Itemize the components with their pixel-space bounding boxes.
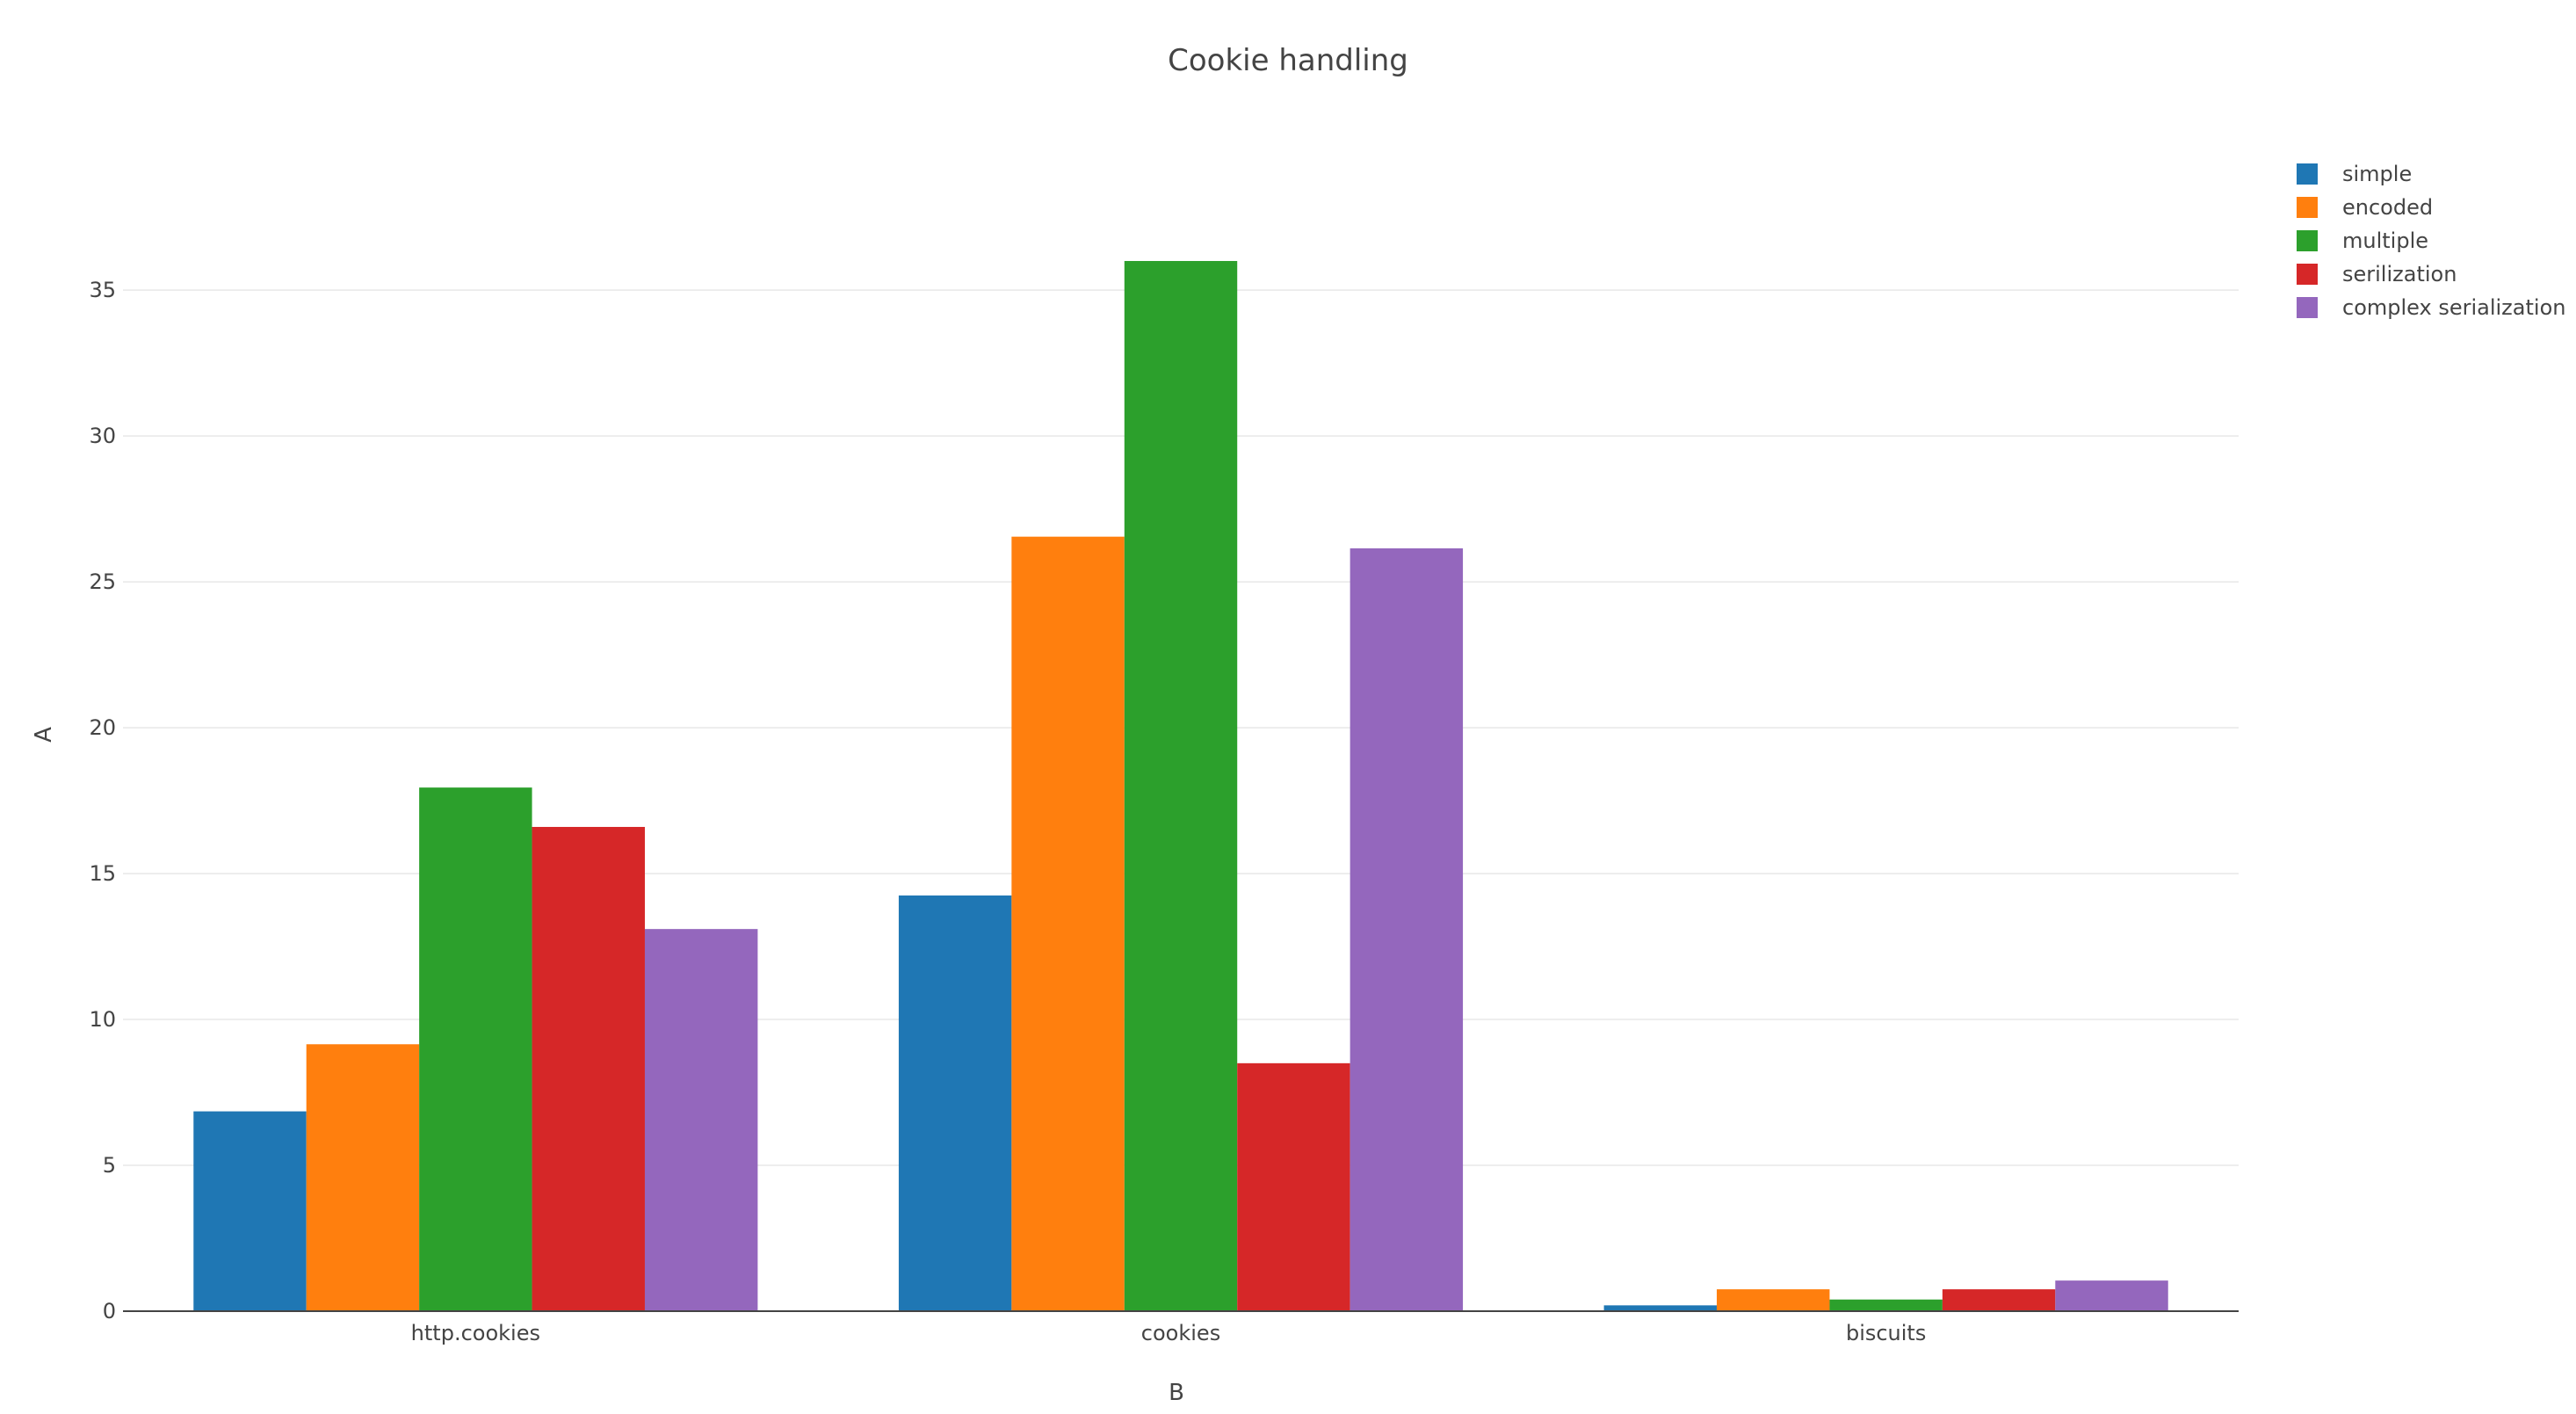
legend-item-encoded[interactable]: encoded — [2297, 195, 2433, 220]
y-axis-ticks: 0 5 10 15 20 25 30 35 — [89, 278, 116, 1323]
y-tick-label: 35 — [89, 278, 116, 302]
bar-multiple-cookies[interactable] — [1124, 260, 1238, 1311]
bar-complex-serialization-cookies[interactable] — [1350, 547, 1464, 1311]
y-tick-label: 0 — [103, 1299, 116, 1323]
bar-complex-serialization-biscuits[interactable] — [2055, 1280, 2168, 1311]
legend-item-serilization[interactable]: serilization — [2297, 262, 2457, 286]
legend-swatch — [2297, 163, 2318, 185]
bar-serilization-http-cookies[interactable] — [532, 826, 645, 1311]
legend-label: multiple — [2342, 228, 2428, 253]
x-tick-label: http.cookies — [411, 1321, 540, 1345]
y-tick-label: 30 — [89, 424, 116, 448]
legend-swatch — [2297, 264, 2318, 285]
x-tick-label: biscuits — [1846, 1321, 1926, 1345]
bar-multiple-http-cookies[interactable] — [419, 787, 532, 1311]
x-tick-label: cookies — [1141, 1321, 1220, 1345]
legend-swatch — [2297, 197, 2318, 218]
legend-swatch — [2297, 297, 2318, 318]
legend-item-simple[interactable]: simple — [2297, 162, 2412, 186]
y-tick-label: 10 — [89, 1007, 116, 1032]
bar-complex-serialization-http-cookies[interactable] — [644, 929, 758, 1311]
y-tick-label: 20 — [89, 715, 116, 740]
x-axis-title: B — [1169, 1380, 1184, 1406]
chart-title: Cookie handling — [1168, 43, 1408, 78]
legend-swatch — [2297, 230, 2318, 251]
legend-label: encoded — [2342, 195, 2433, 220]
bar-simple-http-cookies[interactable] — [193, 1111, 307, 1311]
bar-serilization-biscuits[interactable] — [1942, 1289, 2056, 1311]
bar-encoded-http-cookies[interactable] — [306, 1044, 420, 1311]
legend[interactable]: simple encoded multiple serilization complex… — [2297, 162, 2565, 320]
legend-label: complex serialization — [2342, 295, 2565, 320]
legend-label: simple — [2342, 162, 2412, 186]
y-tick-label: 5 — [103, 1153, 116, 1178]
legend-item-multiple[interactable]: multiple — [2297, 228, 2428, 253]
bar-multiple-biscuits[interactable] — [1829, 1299, 1943, 1311]
bar-encoded-cookies[interactable] — [1011, 536, 1125, 1311]
bar-serilization-cookies[interactable] — [1237, 1062, 1350, 1311]
bars — [193, 260, 2168, 1311]
y-tick-label: 25 — [89, 569, 116, 594]
legend-item-complex-serialization[interactable]: complex serialization — [2297, 295, 2565, 320]
legend-label: serilization — [2342, 262, 2457, 286]
x-axis-ticks: http.cookies cookies biscuits — [411, 1321, 1927, 1345]
bar-encoded-biscuits[interactable] — [1717, 1289, 1830, 1311]
y-tick-label: 15 — [89, 861, 116, 886]
y-axis-title: A — [31, 727, 57, 743]
bar-simple-cookies[interactable] — [898, 895, 1012, 1311]
bar-simple-biscuits[interactable] — [1603, 1305, 1718, 1311]
